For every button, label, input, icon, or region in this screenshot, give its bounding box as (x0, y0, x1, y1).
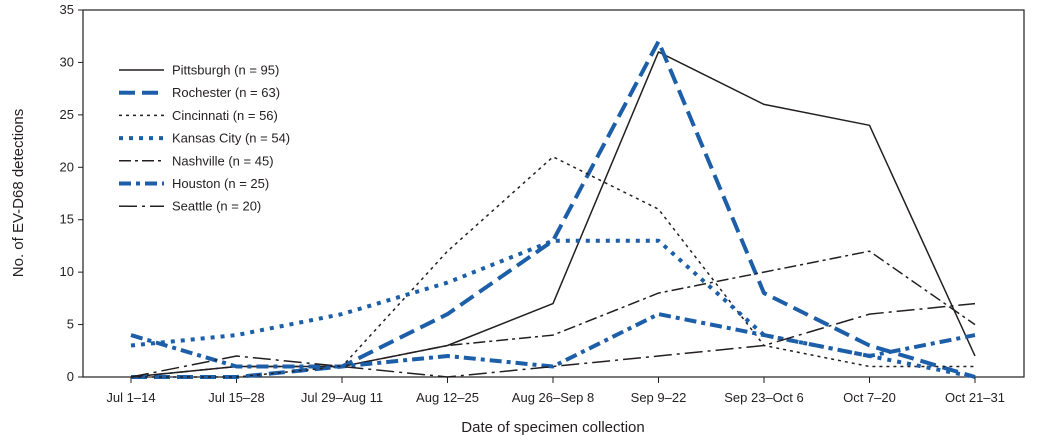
y-tick-label: 5 (67, 317, 74, 332)
x-tick-label: Jul 1–14 (106, 390, 155, 405)
legend-label-rochester: Rochester (n = 63) (172, 85, 280, 100)
y-tick-label: 10 (60, 264, 74, 279)
x-tick-label: Aug 26–Sep 8 (512, 390, 594, 405)
legend-label-pittsburgh: Pittsburgh (n = 95) (172, 63, 279, 78)
y-axis: 0 5 10 15 20 25 30 35 (60, 2, 83, 384)
y-axis-title: No. of EV-D68 detections (10, 109, 27, 277)
x-tick-label: Oct 7–20 (843, 390, 896, 405)
x-axis: Jul 1–14 Jul 15–28 Jul 29–Aug 11 Aug 12–25 A… (106, 377, 1005, 405)
legend-label-cincinnati: Cincinnati (n = 56) (172, 108, 278, 123)
legend-label-houston: Houston (n = 25) (172, 176, 269, 191)
series-line-cincinnati (131, 156, 975, 378)
x-tick-label: Oct 21–31 (945, 390, 1005, 405)
y-tick-label: 35 (60, 2, 74, 17)
legend-label-seattle: Seattle (n = 20) (172, 199, 261, 214)
y-tick-label: 0 (67, 369, 74, 384)
series-line-nashville (130, 250, 976, 378)
x-tick-label: Jul 15–28 (208, 390, 264, 405)
y-tick-label: 25 (60, 107, 74, 122)
legend-label-nashville: Nashville (n = 45) (172, 153, 274, 168)
series-line-kansas-city (130, 238, 976, 379)
legend-label-kansas-city: Kansas City (n = 54) (172, 131, 290, 146)
x-tick-label: Sep 23–Oct 6 (724, 390, 804, 405)
y-tick-label: 30 (60, 54, 74, 69)
y-tick-label: 20 (60, 159, 74, 174)
x-axis-title: Date of specimen collection (461, 419, 644, 436)
x-tick-label: Aug 12–25 (416, 390, 479, 405)
series-line-pittsburgh (130, 51, 976, 378)
series-line-houston (130, 312, 976, 369)
legend: Pittsburgh (n = 95) Rochester (n = 63) Cin… (119, 63, 290, 214)
series-lines (130, 39, 976, 379)
x-tick-label: Jul 29–Aug 11 (301, 390, 383, 405)
x-tick-label: Sep 9–22 (631, 390, 687, 405)
y-tick-label: 15 (60, 212, 74, 227)
